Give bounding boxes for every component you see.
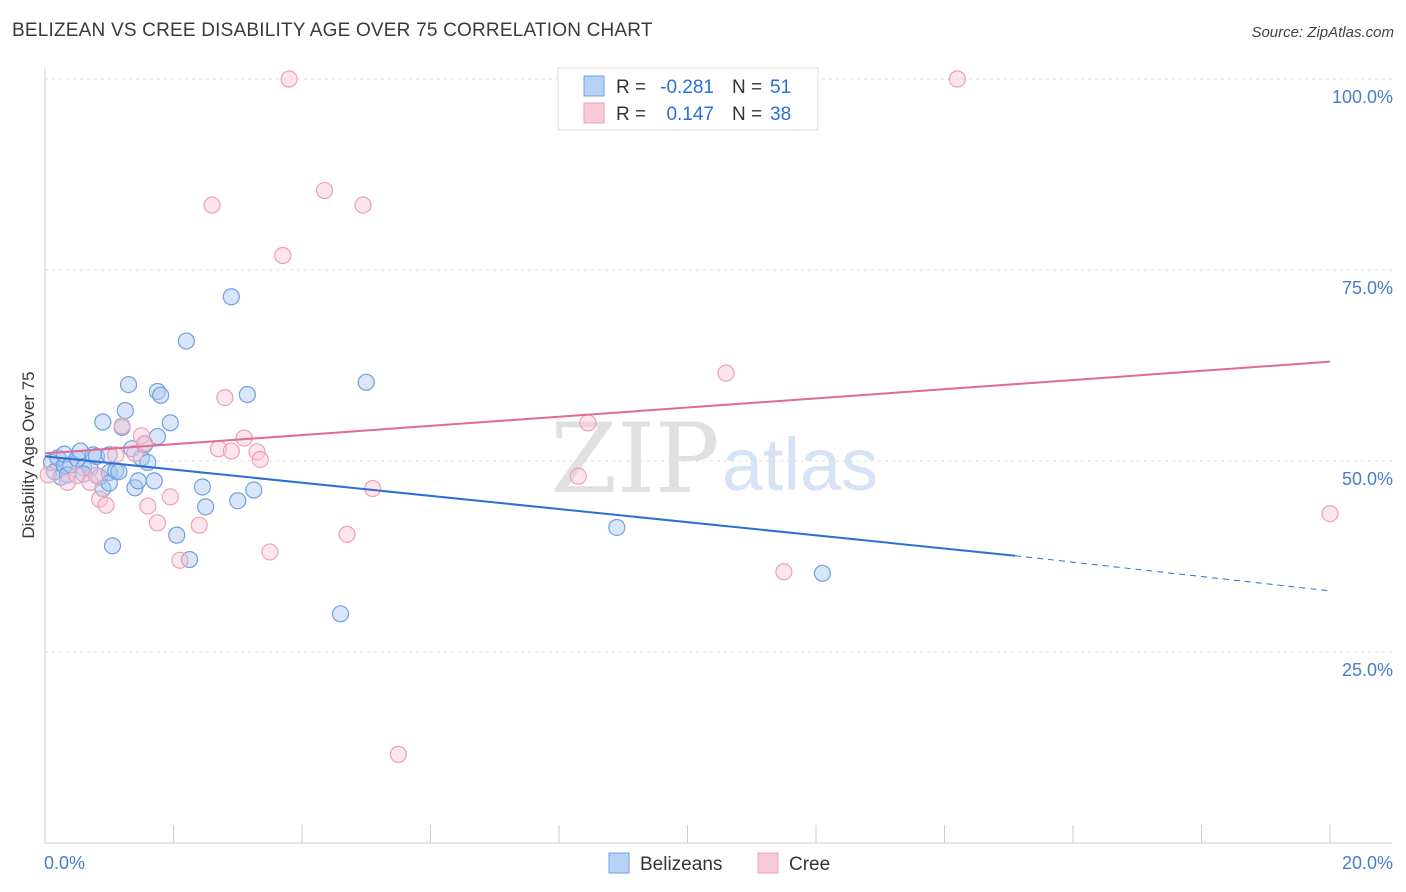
- data-point: [222, 288, 240, 306]
- data-point: [357, 373, 375, 391]
- trend-line-cree: [44, 360, 1331, 455]
- data-point: [245, 481, 263, 499]
- legend-n-label-2: N =: [732, 104, 762, 125]
- y-tick-label: 75.0%: [1342, 278, 1393, 298]
- data-point: [152, 386, 170, 404]
- y-tick-labels: 100.0% 75.0% 50.0% 25.0%: [1332, 87, 1393, 680]
- data-point: [813, 564, 832, 582]
- data-point: [1321, 505, 1339, 523]
- data-point: [775, 563, 793, 581]
- data-point: [177, 332, 195, 350]
- series-legend: Belizeans Cree: [608, 852, 830, 875]
- data-point: [222, 442, 240, 460]
- data-point: [113, 417, 131, 435]
- data-point: [569, 467, 587, 485]
- data-point: [216, 388, 234, 407]
- data-point: [948, 70, 966, 88]
- data-point: [238, 385, 256, 404]
- data-point: [91, 490, 109, 508]
- data-point: [135, 434, 154, 453]
- legend-r-value-belizeans: -0.281: [660, 77, 714, 98]
- data-point: [190, 516, 208, 534]
- data-point: [161, 488, 179, 506]
- data-point: [58, 473, 77, 491]
- grid-lines: [45, 78, 1392, 653]
- data-point: [94, 413, 112, 431]
- data-point: [81, 473, 99, 491]
- data-point: [119, 376, 138, 394]
- axes: [44, 68, 1392, 844]
- data-point: [110, 463, 128, 481]
- x-tick-label-min: 0.0%: [44, 853, 85, 873]
- trend-line-belizeans-extrapolated: [1015, 555, 1331, 592]
- watermark-atlas: atlas: [722, 423, 878, 506]
- data-point: [274, 246, 292, 265]
- trend-lines: [44, 360, 1331, 592]
- data-point: [171, 551, 189, 569]
- data-point: [229, 492, 247, 510]
- x-tick-label-max: 20.0%: [1342, 853, 1393, 873]
- legend-n-label-1: N =: [732, 77, 762, 98]
- data-point: [62, 456, 80, 474]
- data-point: [717, 364, 735, 382]
- data-point: [280, 70, 298, 88]
- data-point: [103, 537, 122, 555]
- legend-n-value-belizeans: 51: [770, 77, 791, 98]
- bottom-legend-label-cree: Cree: [789, 854, 830, 875]
- stats-legend: R = -0.281 N = 51 R = 0.147 N = 38: [557, 67, 819, 131]
- data-point: [97, 496, 115, 514]
- y-axis-label: Disability Age Over 75: [19, 371, 38, 538]
- data-point: [148, 514, 167, 532]
- y-tick-label: 25.0%: [1342, 660, 1393, 680]
- data-point: [193, 478, 212, 496]
- data-point: [315, 181, 334, 200]
- data-point: [579, 414, 597, 432]
- data-point: [39, 466, 57, 484]
- data-point: [331, 605, 350, 623]
- legend-r-label-1: R =: [616, 77, 646, 98]
- legend-r-value-cree: 0.147: [666, 104, 714, 125]
- data-point: [197, 498, 215, 516]
- data-point: [203, 196, 221, 214]
- chart-title: BELIZEAN VS CREE DISABILITY AGE OVER 75 …: [12, 20, 653, 41]
- data-point: [168, 526, 186, 544]
- bottom-legend-swatch-belizeans: [608, 852, 630, 874]
- data-point: [116, 401, 134, 420]
- series-cree: [39, 70, 1339, 763]
- data-point: [354, 196, 372, 214]
- legend-swatch-belizeans: [583, 75, 605, 97]
- data-point: [180, 550, 199, 569]
- data-point: [145, 472, 163, 490]
- data-point: [139, 497, 157, 515]
- data-point: [129, 472, 147, 490]
- series-belizeans: [42, 288, 832, 623]
- trend-line-belizeans: [44, 455, 1016, 557]
- y-tick-label: 100.0%: [1332, 87, 1393, 107]
- watermark-zip: ZIP: [550, 403, 719, 515]
- data-point: [338, 525, 356, 543]
- y-tick-label: 50.0%: [1342, 469, 1393, 489]
- data-point: [389, 745, 407, 763]
- data-point: [608, 518, 626, 537]
- data-point: [261, 543, 279, 561]
- data-point: [161, 414, 179, 432]
- bottom-legend-swatch-cree: [757, 852, 779, 874]
- legend-r-label-2: R =: [616, 104, 646, 125]
- source-label: Source: ZipAtlas.com: [1251, 24, 1394, 41]
- data-point: [251, 450, 269, 469]
- data-point: [87, 466, 106, 485]
- legend-n-value-cree: 38: [770, 104, 791, 125]
- legend-swatch-cree: [583, 102, 605, 124]
- bottom-legend-label-belizeans: Belizeans: [640, 854, 722, 875]
